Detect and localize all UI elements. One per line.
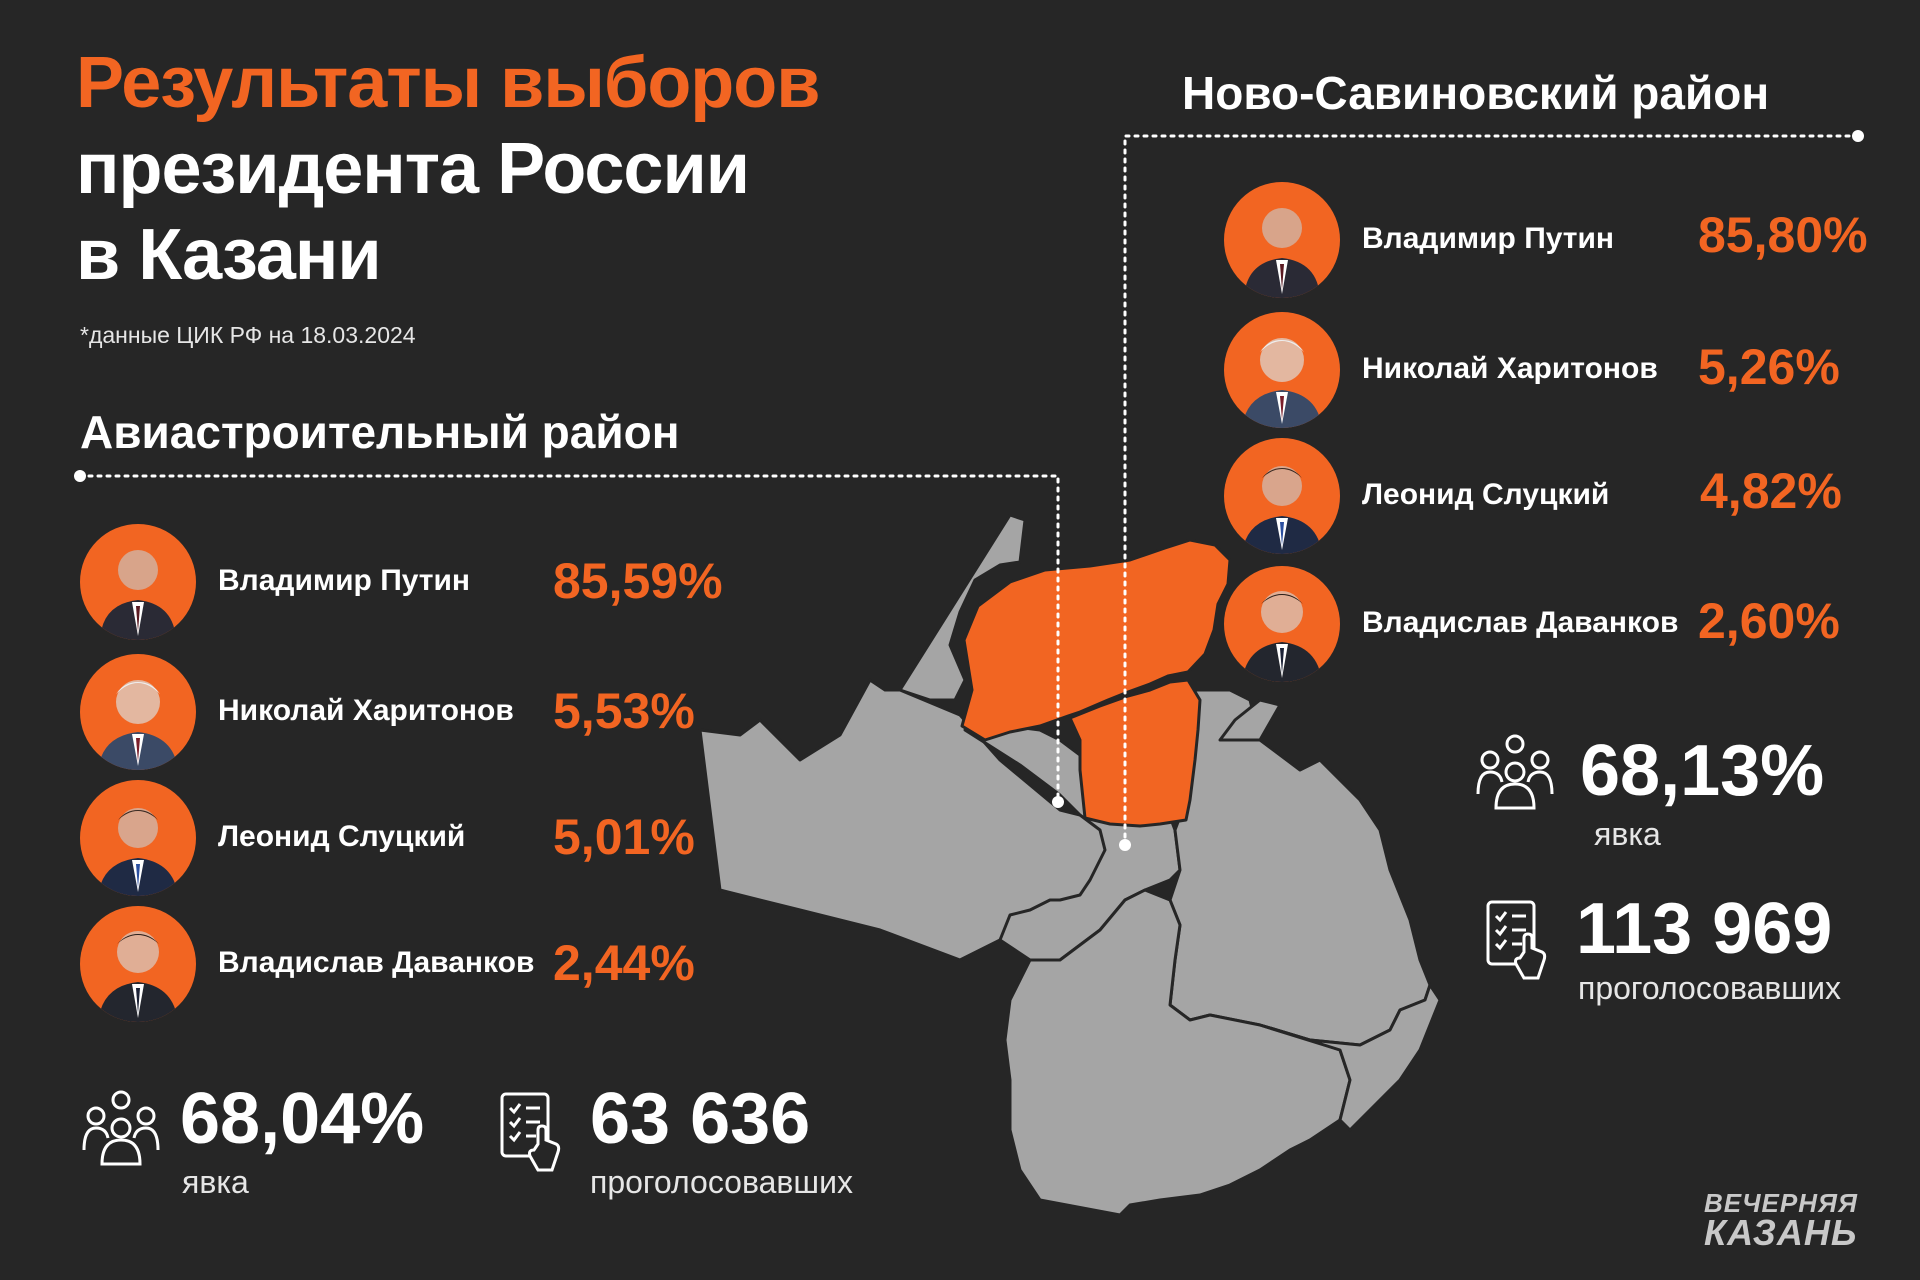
title-line-1: Результаты выборов xyxy=(76,43,821,123)
candidate-percent: 2,60% xyxy=(1698,593,1840,649)
candidate-row: Леонид Слуцкий 5,01% xyxy=(80,780,780,896)
map-novo-savinovsky xyxy=(1068,678,1202,828)
map-aviastroitelny xyxy=(960,538,1232,742)
ballot-list-icon xyxy=(500,1092,561,1172)
candidate-percent: 5,53% xyxy=(553,683,695,739)
candidate-name: Леонид Слуцкий xyxy=(1362,478,1610,511)
candidate-name: Николай Харитонов xyxy=(218,694,514,727)
turnout-label: явка xyxy=(182,1164,249,1200)
title-line-2: президента России xyxy=(76,129,750,209)
candidate-percent: 5,26% xyxy=(1698,339,1840,395)
candidate-row: Владимир Путин 85,80% xyxy=(1224,182,1904,298)
candidate-photo-icon xyxy=(80,654,196,770)
candidate-name: Владимир Путин xyxy=(218,564,471,597)
connector-dot-novo-start xyxy=(1852,130,1864,142)
map-district-sovetsky xyxy=(1168,688,1432,1047)
connector-dot-avia-start xyxy=(74,470,86,482)
voters-label: проголосовавших xyxy=(590,1164,853,1200)
candidate-name: Владислав Даванков xyxy=(218,946,535,979)
candidate-row: Владимир Путин 85,59% xyxy=(80,524,780,640)
candidate-row: Николай Харитонов 5,53% xyxy=(80,654,780,770)
turnout-value: 68,13% xyxy=(1580,731,1825,811)
candidate-photo-icon xyxy=(80,906,196,1022)
vechernyaya-kazan-logo: ВЕЧЕРНЯЯ КАЗАНЬ xyxy=(1704,1188,1858,1253)
connector-dot-novo-end xyxy=(1119,839,1131,851)
candidate-photo-icon xyxy=(1224,182,1340,298)
district-title-novo-savinovsky: Ново-Савиновский район xyxy=(1182,67,1770,119)
candidate-photo-icon xyxy=(80,780,196,896)
voters-value: 113 969 xyxy=(1576,889,1833,969)
map-district-east-strip xyxy=(1218,698,1282,742)
voters-value: 63 636 xyxy=(590,1079,811,1159)
voters-label: проголосовавших xyxy=(1578,970,1841,1006)
logo-line-2: КАЗАНЬ xyxy=(1704,1212,1858,1253)
candidate-photo-icon xyxy=(1224,312,1340,428)
map-district-northwest xyxy=(836,513,1027,744)
candidate-row: Леонид Слуцкий 4,82% xyxy=(1224,438,1904,554)
candidate-percent: 4,82% xyxy=(1700,463,1842,519)
map-district-south-lobe xyxy=(1258,983,1442,1132)
turnout-value: 68,04% xyxy=(180,1079,425,1159)
candidate-name: Владимир Путин xyxy=(1362,222,1615,255)
ballot-list-icon xyxy=(1486,900,1547,980)
candidate-percent: 2,44% xyxy=(553,935,695,991)
map-district-moskovsky xyxy=(963,723,1182,962)
district-title-aviastroitelny: Авиастроительный район xyxy=(80,406,680,458)
candidate-name: Николай Харитонов xyxy=(1362,352,1658,385)
candidate-name: Леонид Слуцкий xyxy=(218,820,466,853)
candidate-row: Николай Харитонов 5,26% xyxy=(1224,312,1904,428)
title-line-3: в Казани xyxy=(76,215,382,295)
candidate-percent: 85,80% xyxy=(1698,207,1868,263)
candidate-row: Владислав Даванков 2,60% xyxy=(1224,566,1904,682)
candidate-name: Владислав Даванков xyxy=(1362,606,1679,639)
candidate-percent: 5,01% xyxy=(553,809,695,865)
logo-line-1: ВЕЧЕРНЯЯ xyxy=(1704,1188,1858,1218)
data-source-note: *данные ЦИК РФ на 18.03.2024 xyxy=(80,322,416,348)
people-group-icon xyxy=(1476,734,1554,810)
candidate-photo-icon xyxy=(80,524,196,640)
page-title: Результаты выборов президента России в К… xyxy=(76,40,821,298)
candidate-percent: 85,59% xyxy=(553,553,723,609)
turnout-label: явка xyxy=(1594,816,1661,852)
candidate-photo-icon xyxy=(1224,438,1340,554)
people-group-icon xyxy=(82,1090,160,1166)
map-district-privolzhsky xyxy=(1003,888,1352,1217)
candidate-photo-icon xyxy=(1224,566,1340,682)
connector-dot-avia-end xyxy=(1052,796,1064,808)
candidate-row: Владислав Даванков 2,44% xyxy=(80,906,780,1022)
